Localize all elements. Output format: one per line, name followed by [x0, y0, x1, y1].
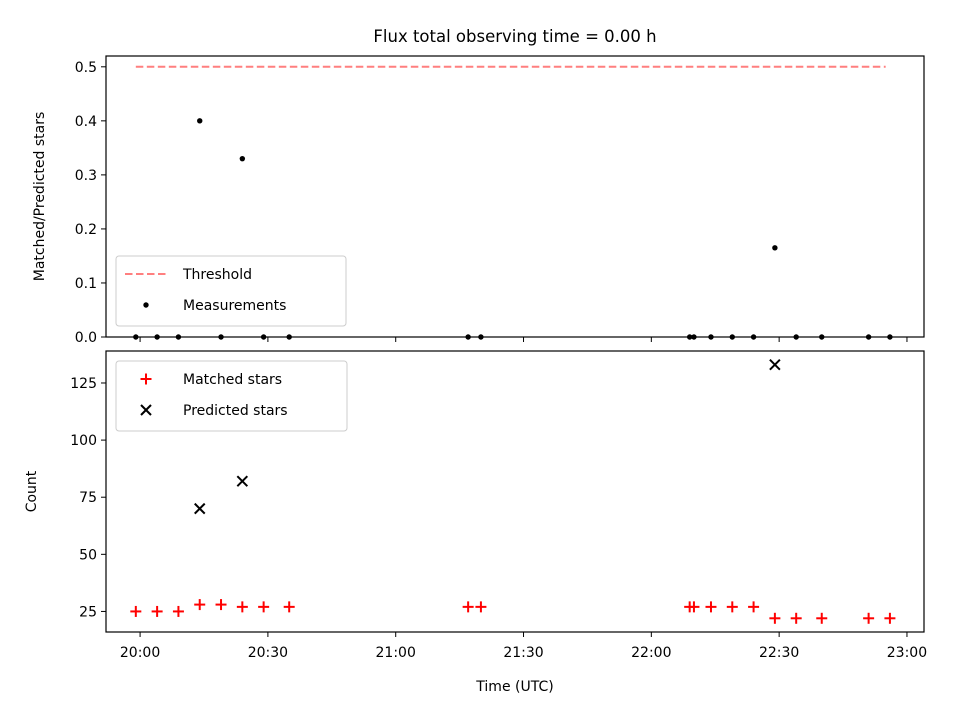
x-tick-label: 21:30: [503, 645, 543, 661]
x-axis-label: Time (UTC): [475, 679, 553, 695]
data-point: [151, 605, 163, 617]
legend-label: Threshold: [182, 267, 252, 283]
legend-marker: [140, 373, 152, 385]
legend-label: Measurements: [183, 298, 286, 314]
x-ticks: [139, 337, 908, 342]
data-point: [283, 601, 295, 613]
data-point: [258, 601, 270, 613]
data-point: [215, 599, 227, 611]
y-tick-label: 0.3: [75, 168, 97, 184]
y-tick-label: 75: [79, 490, 97, 506]
x-tick-label: 20:30: [248, 645, 288, 661]
legend-box: [115, 360, 348, 432]
data-point: [769, 612, 781, 624]
data-point: [236, 601, 248, 613]
legend-marker: [143, 302, 149, 308]
data-point: [748, 601, 760, 613]
chart-title: Flux total observing time = 0.00 h: [373, 27, 656, 46]
y-tick-label: 100: [70, 433, 97, 449]
data-point: [236, 475, 249, 487]
x-tick-label: 22:30: [759, 645, 799, 661]
data-point: [194, 502, 206, 515]
y-ticks: 25 50 75 100 125: [70, 376, 106, 620]
legend: Matched stars Predicted stars: [115, 360, 348, 432]
x-tick-label: 22:00: [631, 645, 671, 661]
x-tick-label: 23:00: [887, 645, 927, 661]
y-tick-label: 25: [79, 604, 97, 620]
data-point: [816, 612, 828, 624]
data-point: [475, 601, 487, 613]
legend-label: Matched stars: [183, 372, 282, 388]
series-predicted-stars: [194, 359, 781, 515]
data-point: [194, 599, 206, 611]
y-tick-label: 125: [70, 376, 97, 392]
y-axis-label: Count: [24, 470, 40, 512]
data-point: [790, 612, 802, 624]
data-point: [130, 605, 142, 617]
y-tick-label: 0.2: [75, 222, 97, 238]
y-ticks: 0.0 0.1 0.2 0.3 0.4 0.5: [75, 60, 106, 346]
x-ticks: 20:00 20:30 21:00 21:30 22:00 22:30 23:00: [120, 632, 927, 661]
data-point: [239, 155, 246, 162]
data-point: [462, 601, 474, 613]
x-tick-label: 21:00: [376, 645, 416, 661]
data-point: [769, 359, 781, 371]
data-point: [172, 605, 184, 617]
legend: Threshold Measurements: [115, 255, 347, 327]
y-tick-label: 0.1: [75, 276, 97, 292]
data-point: [197, 118, 203, 124]
axes-frame: [105, 55, 925, 338]
y-tick-label: 50: [79, 547, 97, 563]
data-point: [863, 612, 875, 624]
legend-marker: [140, 404, 152, 416]
x-tick-label: 20:00: [120, 645, 160, 661]
axes-frame: [105, 350, 925, 633]
data-point: [688, 601, 700, 613]
data-point: [705, 601, 717, 613]
series-matched-stars: [130, 599, 896, 624]
legend-box: [115, 255, 347, 327]
bottom-panel: 20:00 20:30 21:00 21:30 22:00 22:30 23:00 25 50 7…: [24, 350, 927, 695]
y-tick-label: 0.4: [75, 114, 97, 130]
y-tick-label: 0.0: [75, 330, 97, 346]
data-point: [726, 601, 738, 613]
legend-label: Predicted stars: [183, 403, 288, 419]
y-tick-label: 0.5: [75, 60, 97, 76]
top-panel: 0.0 0.1 0.2 0.3 0.4 0.5 Flux total observing t…: [32, 27, 925, 346]
y-axis-label: Matched/Predicted stars: [32, 112, 48, 282]
data-point: [772, 245, 778, 251]
data-point: [884, 612, 896, 624]
